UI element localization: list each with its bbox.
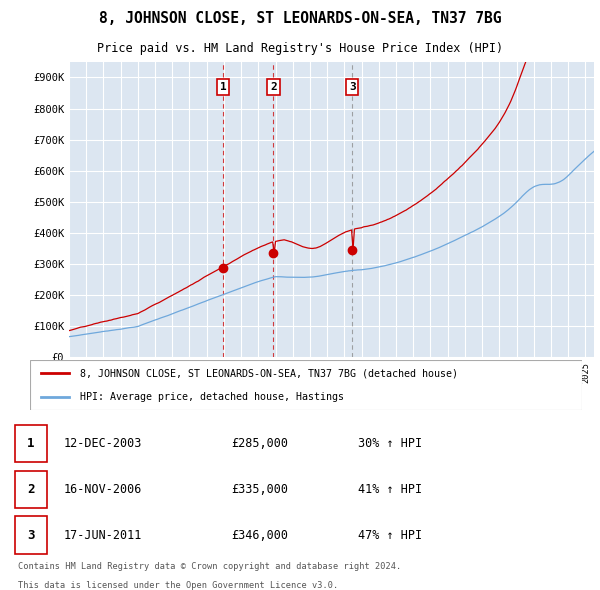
Text: 30% ↑ HPI: 30% ↑ HPI [358,437,422,450]
Text: 1: 1 [220,82,226,92]
Text: £335,000: £335,000 [231,483,288,496]
Text: £346,000: £346,000 [231,529,288,542]
Text: 1: 1 [27,437,34,450]
FancyBboxPatch shape [15,516,47,554]
Text: 3: 3 [27,529,34,542]
FancyBboxPatch shape [15,471,47,508]
Text: 17-JUN-2011: 17-JUN-2011 [64,529,142,542]
Text: 47% ↑ HPI: 47% ↑ HPI [358,529,422,542]
Text: This data is licensed under the Open Government Licence v3.0.: This data is licensed under the Open Gov… [18,581,338,590]
Text: 12-DEC-2003: 12-DEC-2003 [64,437,142,450]
Text: Contains HM Land Registry data © Crown copyright and database right 2024.: Contains HM Land Registry data © Crown c… [18,562,401,571]
Text: £285,000: £285,000 [231,437,288,450]
FancyBboxPatch shape [15,425,47,463]
Text: 2: 2 [27,483,34,496]
Text: 8, JOHNSON CLOSE, ST LEONARDS-ON-SEA, TN37 7BG: 8, JOHNSON CLOSE, ST LEONARDS-ON-SEA, TN… [99,11,501,26]
FancyBboxPatch shape [30,360,582,410]
Text: 8, JOHNSON CLOSE, ST LEONARDS-ON-SEA, TN37 7BG (detached house): 8, JOHNSON CLOSE, ST LEONARDS-ON-SEA, TN… [80,368,458,378]
Text: 2: 2 [270,82,277,92]
Text: 16-NOV-2006: 16-NOV-2006 [64,483,142,496]
Text: 3: 3 [349,82,356,92]
Text: 41% ↑ HPI: 41% ↑ HPI [358,483,422,496]
Text: HPI: Average price, detached house, Hastings: HPI: Average price, detached house, Hast… [80,392,344,402]
Text: Price paid vs. HM Land Registry's House Price Index (HPI): Price paid vs. HM Land Registry's House … [97,42,503,55]
